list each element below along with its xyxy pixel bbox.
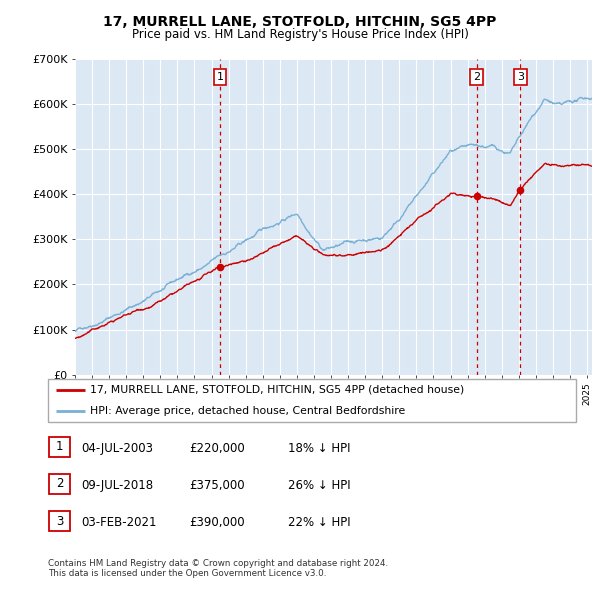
Text: HPI: Average price, detached house, Central Bedfordshire: HPI: Average price, detached house, Cent… — [90, 407, 406, 416]
Text: Contains HM Land Registry data © Crown copyright and database right 2024.: Contains HM Land Registry data © Crown c… — [48, 559, 388, 568]
Text: £375,000: £375,000 — [189, 479, 245, 492]
Text: This data is licensed under the Open Government Licence v3.0.: This data is licensed under the Open Gov… — [48, 569, 326, 578]
Text: 04-JUL-2003: 04-JUL-2003 — [81, 442, 153, 455]
Text: 22% ↓ HPI: 22% ↓ HPI — [288, 516, 350, 529]
Text: 2: 2 — [56, 477, 63, 490]
Text: 03-FEB-2021: 03-FEB-2021 — [81, 516, 157, 529]
Text: 18% ↓ HPI: 18% ↓ HPI — [288, 442, 350, 455]
Text: 1: 1 — [56, 440, 63, 453]
Text: 17, MURRELL LANE, STOTFOLD, HITCHIN, SG5 4PP: 17, MURRELL LANE, STOTFOLD, HITCHIN, SG5… — [103, 15, 497, 30]
Text: 3: 3 — [56, 514, 63, 527]
Text: £220,000: £220,000 — [189, 442, 245, 455]
Text: 2: 2 — [473, 72, 480, 82]
Text: 3: 3 — [517, 72, 524, 82]
Text: Price paid vs. HM Land Registry's House Price Index (HPI): Price paid vs. HM Land Registry's House … — [131, 28, 469, 41]
Text: 09-JUL-2018: 09-JUL-2018 — [81, 479, 153, 492]
Text: 1: 1 — [217, 72, 224, 82]
Text: 26% ↓ HPI: 26% ↓ HPI — [288, 479, 350, 492]
Text: £390,000: £390,000 — [189, 516, 245, 529]
Text: 17, MURRELL LANE, STOTFOLD, HITCHIN, SG5 4PP (detached house): 17, MURRELL LANE, STOTFOLD, HITCHIN, SG5… — [90, 385, 464, 395]
